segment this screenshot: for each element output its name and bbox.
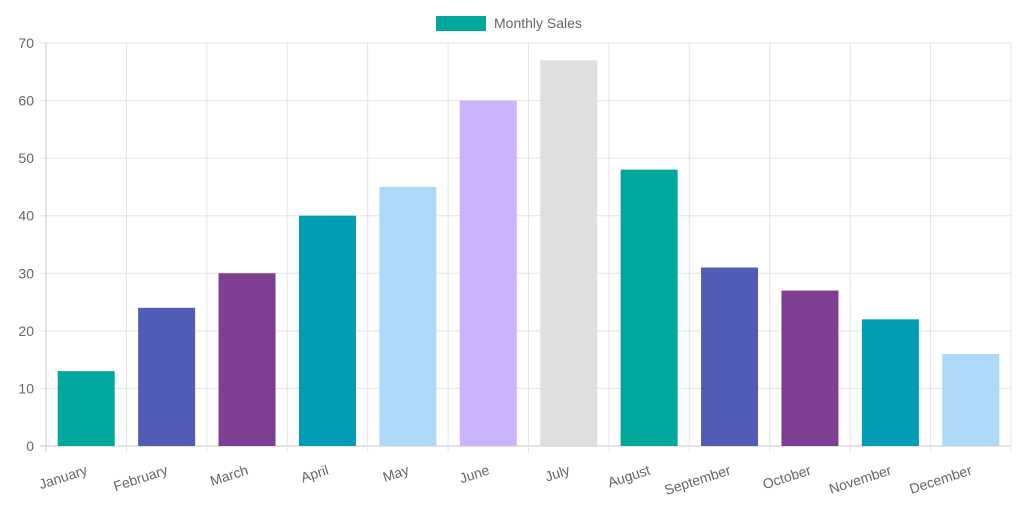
y-tick-label: 30: [18, 265, 34, 281]
grid: [40, 42, 1012, 452]
bar-december[interactable]: [942, 353, 1000, 446]
bar-may[interactable]: [379, 186, 437, 446]
legend[interactable]: Monthly Sales: [436, 15, 582, 31]
x-tick-label: May: [381, 462, 411, 485]
x-tick-label: April: [299, 462, 331, 486]
y-tick-label: 10: [18, 380, 34, 396]
bars: [57, 60, 1000, 447]
x-tick-label: January: [37, 462, 89, 493]
y-tick-label: 0: [26, 438, 34, 454]
bar-september[interactable]: [701, 267, 759, 446]
x-tick-label: March: [208, 462, 250, 489]
y-tick-label: 70: [18, 35, 34, 51]
x-tick-label: December: [907, 462, 974, 497]
bar-february[interactable]: [138, 307, 196, 446]
x-tick-label: October: [761, 462, 814, 493]
x-tick-label: November: [827, 462, 894, 497]
bar-august[interactable]: [620, 169, 678, 446]
x-tick-label: February: [111, 462, 169, 495]
x-tick-label: September: [662, 462, 732, 498]
bar-march[interactable]: [218, 273, 276, 446]
bar-july[interactable]: [540, 60, 598, 447]
bar-april[interactable]: [298, 215, 356, 446]
x-tick-label: June: [457, 462, 491, 487]
y-tick-label: 50: [18, 150, 34, 166]
bar-june[interactable]: [459, 100, 517, 447]
legend-swatch[interactable]: [436, 16, 486, 31]
y-tick-label: 20: [18, 323, 34, 339]
bar-january[interactable]: [57, 371, 115, 446]
y-tick-label: 60: [18, 93, 34, 109]
bar-november[interactable]: [861, 319, 919, 446]
bar-october[interactable]: [781, 290, 839, 446]
legend-label[interactable]: Monthly Sales: [494, 15, 582, 31]
y-tick-label: 40: [18, 208, 34, 224]
x-tick-label: July: [543, 462, 572, 485]
x-tick-label: August: [606, 462, 653, 491]
